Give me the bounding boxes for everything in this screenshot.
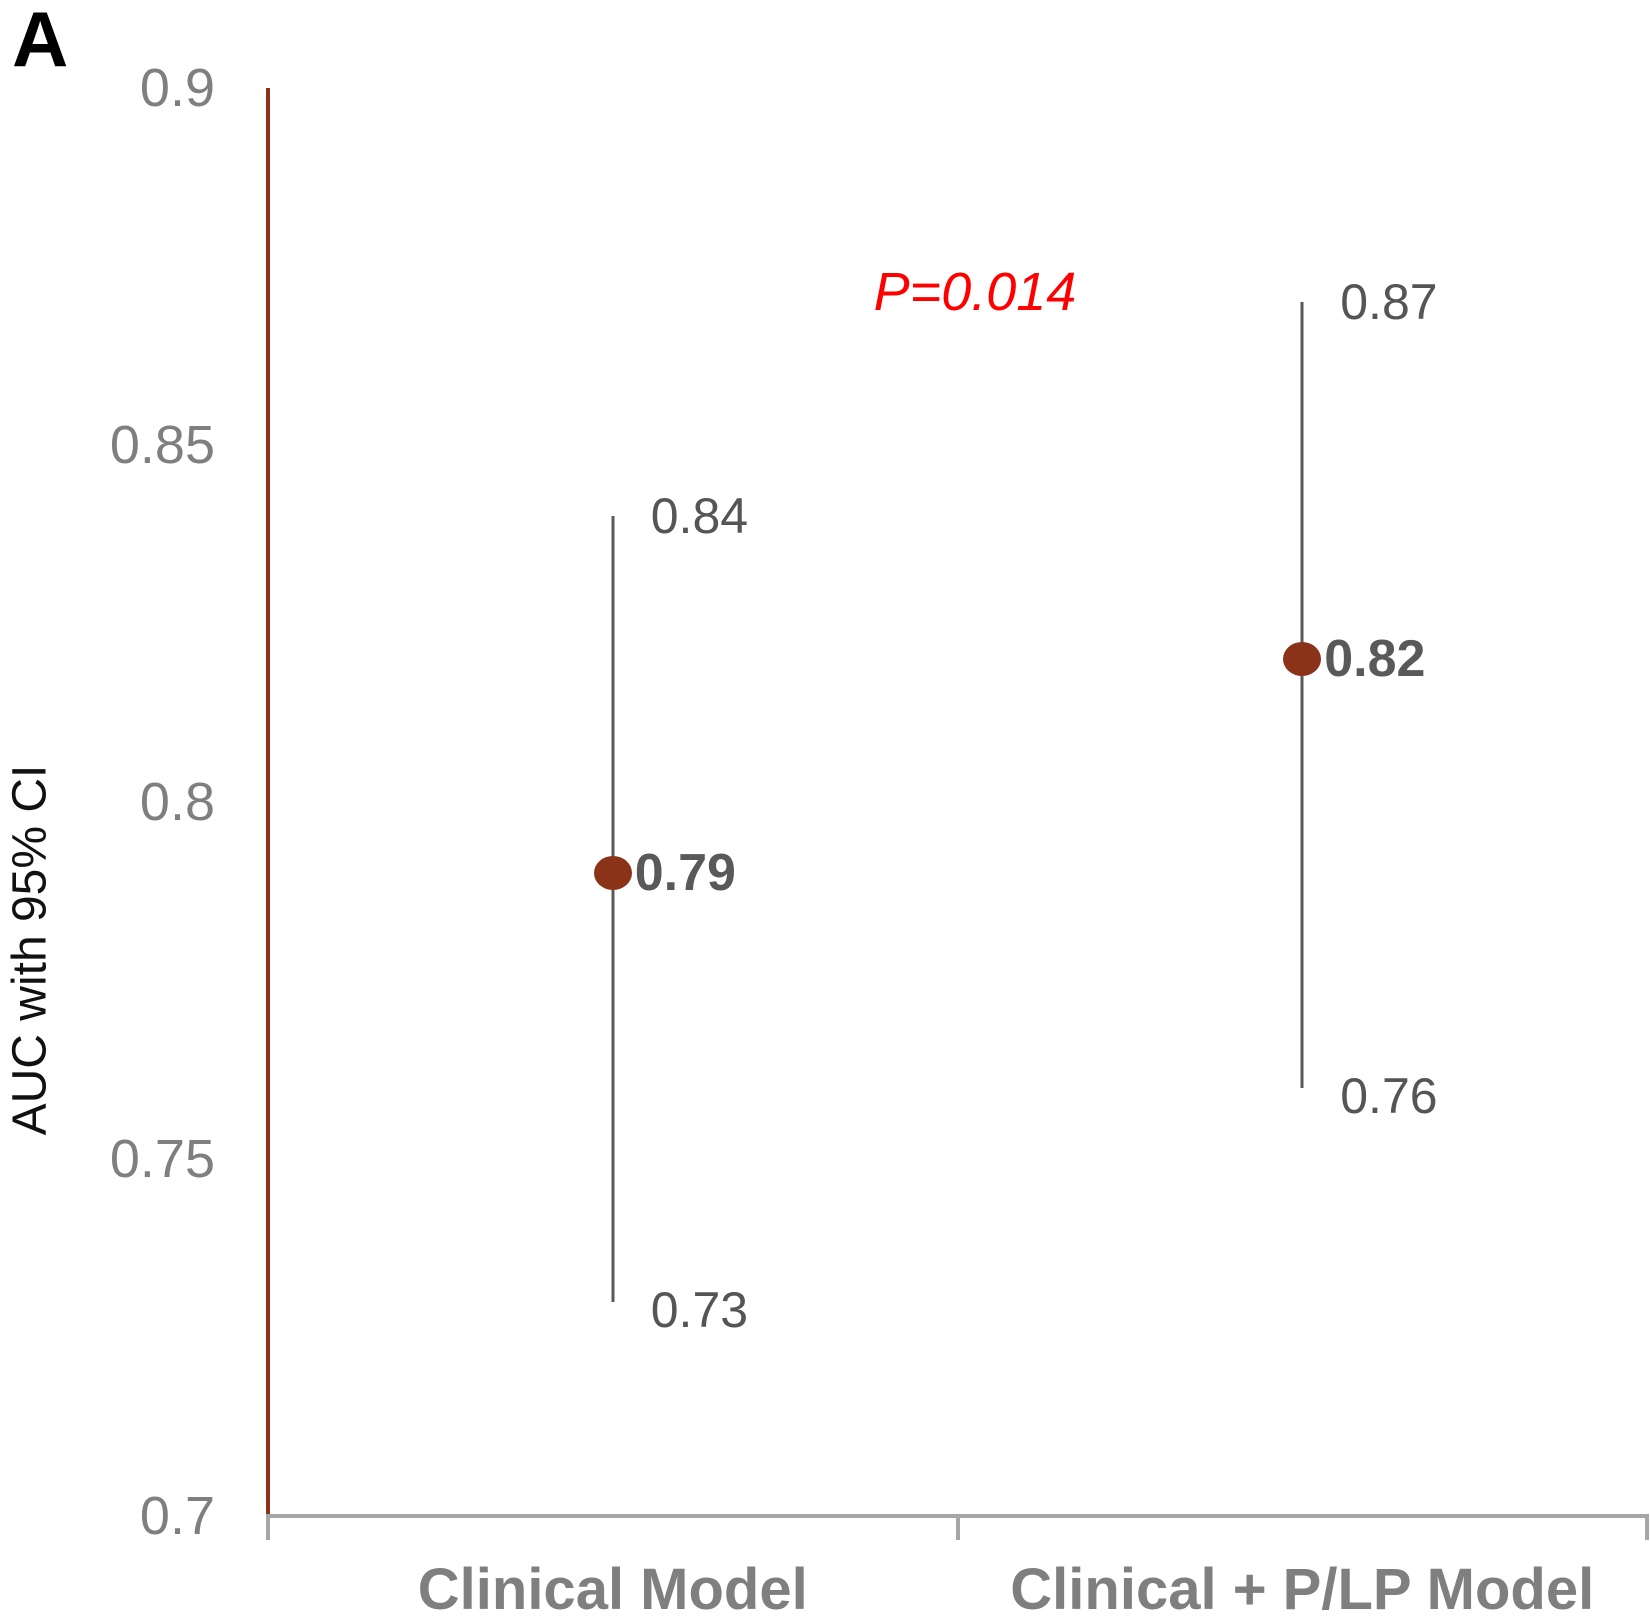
point-estimate-label: 0.79: [634, 844, 736, 903]
ci-lower-label: 0.76: [1340, 1067, 1438, 1124]
point-estimate-label: 0.82: [1324, 630, 1426, 689]
x-axis-tick: [955, 1514, 960, 1540]
y-tick-label: 0.9: [139, 58, 215, 118]
y-axis-line: [266, 88, 270, 1516]
point-estimate-marker: [593, 856, 632, 891]
y-tick-label: 0.8: [139, 772, 215, 832]
ci-whisker: [1300, 302, 1304, 1088]
p-value-annotation: P=0.014: [873, 262, 1077, 322]
point-estimate-marker: [1283, 642, 1322, 677]
ci-upper-label: 0.87: [1340, 274, 1438, 331]
y-tick-label: 0.85: [109, 415, 215, 475]
category-label: Clinical + P/LP Model: [1010, 1557, 1595, 1622]
x-axis-tick: [1645, 1514, 1649, 1540]
panel-label: A: [12, 0, 69, 83]
category-label: Clinical Model: [417, 1557, 808, 1622]
y-tick-label: 0.7: [139, 1486, 215, 1546]
y-tick-label: 0.75: [109, 1129, 215, 1189]
x-axis-tick: [266, 1514, 270, 1540]
ci-upper-label: 0.84: [650, 488, 749, 545]
ci-whisker: [611, 516, 615, 1302]
ci-lower-label: 0.73: [650, 1281, 749, 1338]
